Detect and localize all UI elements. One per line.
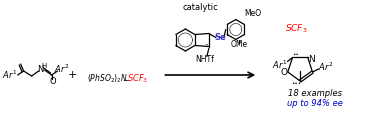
Text: $\mathit{Ar}^2$: $\mathit{Ar}^2$: [54, 63, 69, 75]
Text: $SCF_3$: $SCF_3$: [127, 73, 149, 85]
Text: O: O: [49, 78, 56, 86]
Text: •••: •••: [291, 80, 301, 86]
Text: ···: ···: [204, 42, 211, 48]
Text: up to 94% ee: up to 94% ee: [287, 99, 343, 108]
Text: O: O: [280, 67, 287, 76]
Text: $(PhSO_2)_2N$: $(PhSO_2)_2N$: [87, 73, 128, 85]
Text: ···: ···: [203, 32, 210, 38]
Text: $\mathit{Ar}^2$: $\mathit{Ar}^2$: [318, 61, 333, 73]
Text: NHTf: NHTf: [195, 55, 214, 64]
Text: $\mathit{Ar}^1$: $\mathit{Ar}^1$: [2, 69, 17, 81]
Text: Se: Se: [214, 33, 226, 42]
Text: $SCF_3$: $SCF_3$: [285, 23, 307, 35]
Text: catalytic: catalytic: [183, 2, 218, 11]
Text: $\mathit{Ar}^1$: $\mathit{Ar}^1$: [272, 58, 287, 71]
Text: +: +: [68, 70, 77, 80]
Text: OMe: OMe: [230, 40, 247, 49]
Text: ••: ••: [292, 52, 299, 57]
Text: MeO: MeO: [245, 8, 262, 17]
Text: H: H: [41, 63, 46, 69]
Text: 18 examples: 18 examples: [288, 88, 342, 97]
Text: N: N: [308, 55, 315, 64]
Text: $-$: $-$: [122, 74, 130, 84]
Text: N: N: [37, 65, 44, 74]
